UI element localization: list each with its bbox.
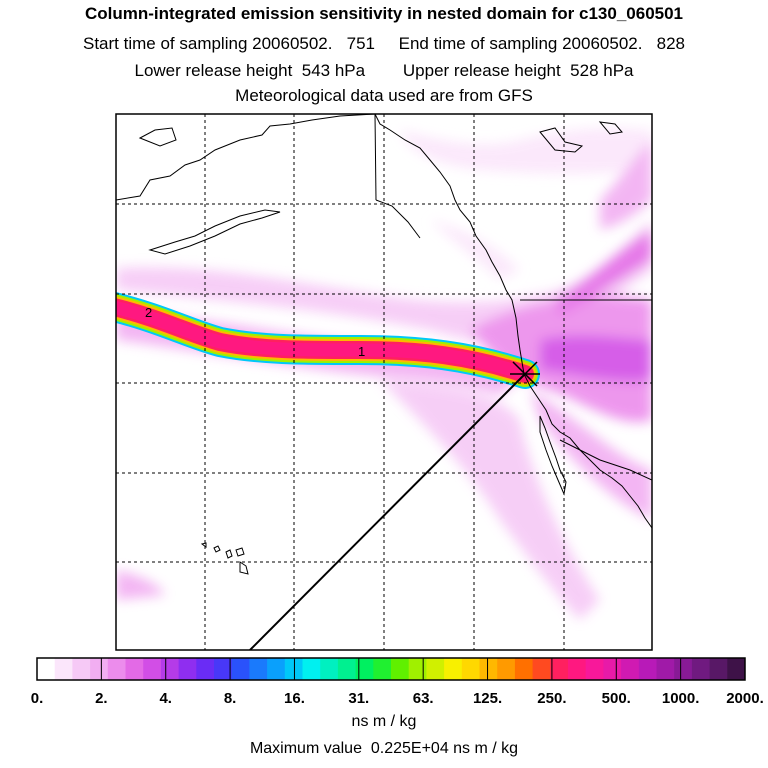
colorbar-cell	[550, 658, 569, 680]
colorbar-tick-label: 4.	[159, 690, 172, 707]
release-height-line: Lower release height 543 hPa Upper relea…	[134, 61, 634, 80]
colorbar-cell	[337, 658, 357, 680]
colorbar-cell	[621, 658, 640, 680]
colorbar-cell	[444, 658, 463, 680]
colorbar-tick-label: 500.	[601, 690, 631, 707]
coastlines	[116, 114, 652, 575]
colorbar-cell	[355, 658, 374, 680]
colorbar-cell	[479, 658, 498, 680]
borders	[374, 114, 652, 481]
colorbar-cell	[532, 658, 551, 680]
colorbar-tick-label: 1000.	[661, 690, 700, 707]
colorbar-cell	[231, 658, 250, 680]
colorbar-cell	[709, 658, 728, 680]
colorbar-cell	[603, 658, 622, 680]
colorbar-tick-label: 16.	[284, 690, 305, 707]
colorbar-cell	[72, 658, 91, 680]
chart-title: Column-integrated emission sensitivity i…	[84, 4, 684, 23]
colorbar-cell	[497, 658, 516, 680]
colorbar-cell	[408, 658, 427, 680]
colorbar-cell	[656, 658, 675, 680]
colorbar-cell	[196, 658, 215, 680]
colorbar-cell	[54, 658, 73, 680]
colorbar	[36, 657, 746, 681]
meteo-source-line: Meteorological data used are from GFS	[235, 86, 533, 105]
colorbar-cell	[267, 658, 286, 680]
colorbar-cell	[37, 658, 56, 680]
colorbar-cell	[391, 658, 410, 680]
colorbar-cell	[320, 658, 339, 680]
colorbar-cell	[426, 658, 445, 680]
colorbar-tick-label: 31.	[348, 690, 370, 707]
colorbar-cell	[284, 658, 303, 680]
colorbar-tick-label: 2.	[95, 690, 108, 707]
colorbar-tick-label: 0.	[30, 690, 44, 707]
colorbar-tick-label: 8.	[223, 690, 237, 707]
colorbar-cell	[125, 658, 144, 680]
colorbar-tick-label: 250.	[537, 690, 567, 707]
colorbar-cell	[727, 658, 746, 680]
maximum-value-text: Maximum value 0.225E+04 ns m / kg	[249, 740, 519, 757]
colorbar-cell	[178, 658, 197, 680]
colorbar-cell	[373, 658, 392, 680]
colorbar-tick-label: 63.	[412, 690, 434, 707]
colorbar-frame	[36, 657, 746, 681]
colorbar-cell	[514, 658, 534, 680]
colorbar-tick-label: 125.	[472, 690, 503, 707]
release-point-marker	[510, 361, 540, 387]
plume-label-1: 1	[358, 344, 366, 359]
colorbar-cell	[461, 658, 480, 680]
colorbar-tick-label: 2000.	[726, 690, 764, 707]
colorbar-cell	[302, 658, 321, 680]
map-frame	[115, 113, 653, 651]
sampling-time-line: Start time of sampling 20060502. 751 End…	[83, 34, 685, 53]
colorbar-cell	[143, 658, 162, 680]
colorbar-cell	[160, 658, 180, 680]
colorbar-cell	[585, 658, 604, 680]
colorbar-units: ns m / kg	[351, 713, 417, 730]
colorbar-cell	[107, 658, 126, 680]
colorbar-cell	[249, 658, 268, 680]
plume-label-2: 2	[145, 305, 153, 320]
colorbar-cell	[568, 658, 587, 680]
map-grid	[116, 114, 652, 650]
colorbar-cell	[638, 658, 657, 680]
colorbar-cell	[674, 658, 693, 680]
colorbar-cell	[691, 658, 711, 680]
colorbar-cell	[90, 658, 109, 680]
colorbar-cell	[214, 658, 233, 680]
flight-track-line	[249, 373, 526, 650]
